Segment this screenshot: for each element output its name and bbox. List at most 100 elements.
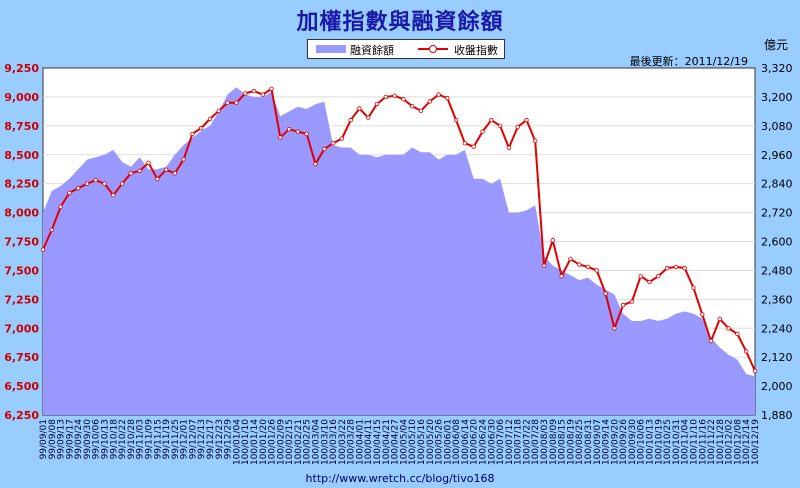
index-point: [717, 316, 722, 322]
margin-balance-area: [43, 87, 755, 416]
index-point: [410, 103, 415, 109]
index-point: [304, 131, 309, 137]
x-tick-label: 100/04/01: [355, 419, 365, 465]
index-point: [647, 279, 652, 285]
index-point: [269, 86, 274, 91]
x-tick-label: 100/12/02: [725, 419, 735, 465]
x-tick-label: 99/12/17: [206, 419, 216, 459]
legend-margin-swatch: [316, 45, 346, 53]
x-tick-label: 100/07/06: [496, 419, 506, 465]
left-tick-label: 8,250: [4, 178, 39, 191]
x-tick-label: 100/05/20: [426, 419, 436, 465]
index-point: [181, 157, 186, 162]
index-point: [172, 171, 178, 176]
x-tick-label: 100/12/14: [742, 419, 752, 465]
index-point: [726, 326, 731, 331]
x-tick-label: 100/09/26: [619, 419, 629, 465]
index-point: [515, 124, 520, 130]
x-tick-label: 100/06/20: [470, 419, 480, 465]
index-point: [480, 129, 485, 134]
index-point: [58, 204, 63, 209]
x-tick-label: 99/10/22: [118, 419, 128, 459]
index-line-layer: [40, 86, 758, 374]
index-point: [339, 136, 345, 141]
x-tick-label: 100/08/31: [584, 419, 594, 465]
index-point: [550, 238, 555, 243]
index-point: [744, 349, 749, 354]
right-axis-unit: 億元: [763, 38, 788, 52]
index-point: [568, 256, 573, 262]
x-tick-label: 99/09/24: [74, 419, 84, 460]
index-line: [42, 87, 756, 372]
right-axis: 1,880 2,000 2,120 2,240 2,360 2,480 2,600 2,720…: [761, 62, 793, 422]
index-point: [216, 108, 221, 113]
right-tick-label: 3,200: [761, 91, 793, 104]
x-tick-label: 100/11/04: [681, 419, 691, 465]
index-point: [436, 92, 441, 97]
left-tick-label: 9,250: [4, 62, 39, 75]
chart-title: 加權指數與融資餘額: [296, 10, 504, 35]
x-tick-label: 100/05/16: [417, 419, 427, 465]
x-tick-label: 100/06/14: [461, 419, 471, 465]
x-tick-label: 99/11/09: [145, 419, 155, 460]
x-tick-label: 100/08/25: [575, 419, 585, 465]
x-tick-label: 100/10/31: [672, 419, 682, 465]
right-tick-label: 1,880: [761, 409, 793, 422]
x-tick-label: 99/11/19: [162, 419, 172, 460]
x-tick-label: 99/10/28: [127, 419, 137, 460]
left-tick-label: 7,000: [4, 322, 39, 335]
margin-area-layer: [43, 87, 755, 416]
x-tick-label: 100/09/14: [602, 419, 612, 465]
index-point: [242, 91, 248, 96]
right-tick-label: 3,320: [761, 62, 793, 75]
x-tick-label: 100/05/04: [399, 419, 409, 465]
x-tick-label: 100/04/21: [382, 419, 392, 465]
source-url[interactable]: http://www.wretch.cc/blog/tivo168: [305, 472, 495, 485]
index-point: [295, 129, 301, 134]
index-point: [656, 274, 661, 279]
x-tick-label: 100/03/16: [329, 419, 339, 465]
index-point: [497, 123, 503, 128]
x-tick-label: 100/08/15: [558, 419, 568, 465]
x-tick-label: 99/10/18: [109, 419, 119, 460]
index-point: [489, 117, 494, 123]
index-point: [190, 131, 195, 137]
x-tick-label: 100/02/09: [276, 419, 286, 465]
index-point: [427, 99, 432, 104]
left-tick-label: 8,000: [4, 207, 39, 220]
legend: 融資餘額 收盤指數: [307, 39, 505, 59]
index-point: [524, 117, 529, 123]
index-point: [67, 190, 72, 196]
right-tick-label: 2,480: [761, 264, 793, 277]
x-tick-label: 100/05/10: [408, 419, 418, 465]
index-point: [286, 127, 292, 132]
index-point: [620, 302, 626, 308]
x-tick-label: 99/12/07: [188, 419, 198, 459]
x-tick-label: 99/11/15: [153, 419, 163, 459]
index-point: [155, 176, 160, 182]
index-point: [401, 96, 406, 102]
x-tick-label: 99/11/25: [171, 419, 181, 459]
x-tick-label: 100/01/14: [250, 419, 260, 465]
index-point: [664, 265, 670, 271]
right-tick-label: 2,840: [761, 178, 793, 191]
x-tick-label: 100/08/09: [549, 419, 559, 465]
x-tick-label: 99/12/29: [224, 419, 234, 460]
x-tick-label: 100/07/22: [523, 419, 533, 465]
x-tick-label: 100/09/20: [610, 419, 620, 465]
right-tick-label: 2,240: [761, 322, 793, 335]
x-tick-label: 100/06/08: [452, 419, 462, 465]
index-point: [383, 94, 388, 100]
index-point: [374, 101, 380, 107]
x-tick-label: 100/07/12: [505, 419, 515, 465]
x-tick-label: 100/06/30: [487, 419, 497, 465]
index-point: [111, 192, 116, 198]
index-point: [348, 117, 353, 123]
x-tick-label: 100/10/25: [663, 419, 673, 465]
x-tick-label: 99/10/13: [101, 419, 111, 459]
x-tick-label: 100/09/30: [628, 419, 638, 465]
index-point: [453, 117, 459, 123]
x-tick-label: 100/03/22: [338, 419, 348, 465]
index-point: [594, 268, 599, 273]
